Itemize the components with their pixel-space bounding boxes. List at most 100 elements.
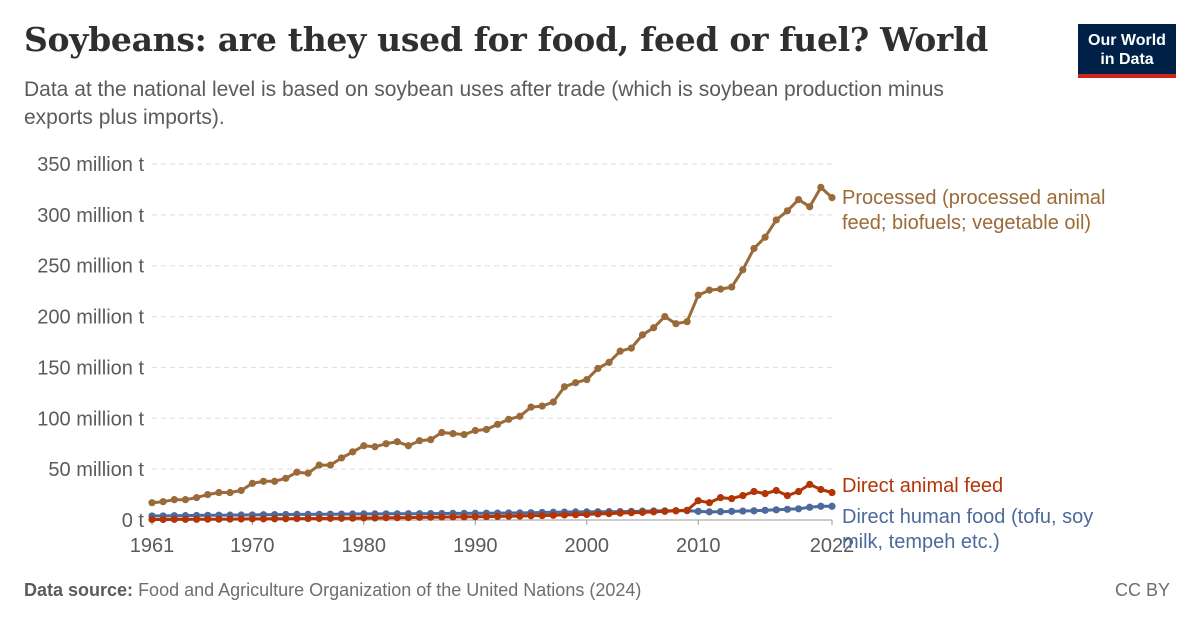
data-point	[806, 203, 814, 211]
data-point	[705, 508, 713, 516]
data-point	[616, 347, 624, 355]
data-point	[449, 513, 457, 521]
data-point	[471, 426, 479, 435]
data-point	[794, 487, 803, 496]
data-point	[326, 514, 334, 522]
data-point	[650, 324, 658, 332]
data-point	[293, 514, 301, 523]
x-tick-label: 2010	[676, 535, 721, 557]
data-point	[783, 207, 792, 215]
data-point	[560, 383, 569, 391]
data-point	[471, 513, 479, 521]
data-point	[794, 196, 803, 204]
data-point	[482, 425, 491, 434]
series-1	[148, 480, 836, 524]
data-point	[337, 514, 346, 522]
data-point	[661, 312, 669, 321]
data-point	[772, 486, 780, 495]
data-point	[828, 193, 836, 202]
y-tick-label: 50 million t	[48, 459, 144, 481]
license-label[interactable]: CC BY	[1114, 580, 1170, 600]
data-point	[326, 461, 334, 469]
data-point	[705, 286, 713, 294]
data-point	[538, 511, 546, 520]
x-tick-label: 2000	[565, 535, 610, 557]
data-point	[371, 514, 379, 522]
data-point	[761, 489, 769, 498]
data-point	[683, 318, 691, 326]
x-tick-label: 1980	[342, 535, 387, 557]
data-point	[750, 244, 758, 253]
data-point	[672, 320, 680, 328]
data-point	[560, 511, 569, 519]
data-point	[828, 502, 836, 510]
data-point	[237, 515, 245, 523]
data-point	[415, 513, 424, 521]
data-point	[449, 429, 457, 438]
data-point	[527, 403, 535, 411]
data-point	[248, 479, 256, 487]
data-point	[728, 507, 736, 515]
data-point	[806, 503, 814, 511]
data-point	[438, 513, 446, 521]
data-point	[282, 474, 290, 482]
data-point	[493, 420, 502, 428]
data-point	[716, 508, 725, 516]
y-tick-label: 300 million t	[37, 205, 144, 227]
data-point	[627, 344, 635, 352]
y-tick-label: 100 million t	[37, 408, 144, 430]
data-point	[772, 506, 780, 514]
data-point	[783, 491, 792, 500]
data-point	[638, 508, 647, 516]
series-label-1: Direct animal feed	[842, 475, 1003, 497]
data-point	[516, 512, 524, 520]
data-point	[148, 515, 156, 524]
data-point	[650, 508, 658, 516]
owid-logo[interactable]: Our World in Data	[1078, 24, 1176, 78]
data-point	[572, 379, 580, 387]
data-source-label: Data source:	[24, 580, 134, 600]
data-point	[460, 513, 468, 521]
data-point	[794, 505, 803, 513]
data-point	[627, 509, 635, 517]
y-axis-ticks: 0 t 50 million t 100 million t 150 million …	[37, 154, 144, 532]
data-point	[705, 499, 713, 507]
data-point	[248, 515, 256, 523]
data-point	[304, 469, 312, 477]
data-point	[181, 496, 190, 504]
logo-line-2: in Data	[1100, 51, 1154, 68]
series-labels: Processed (processed animal feed; biofuel…	[842, 187, 1105, 553]
data-point	[159, 498, 167, 506]
data-point	[438, 428, 446, 437]
data-point	[728, 495, 736, 503]
data-source: Data source: Food and Agriculture Organi…	[24, 580, 641, 601]
data-point	[360, 514, 368, 522]
data-point	[694, 497, 702, 505]
data-point	[226, 488, 234, 497]
data-point	[527, 512, 535, 520]
page-subtitle: Data at the national level is based on s…	[24, 78, 944, 129]
data-point	[360, 442, 368, 450]
logo-line-1: Our World	[1088, 32, 1166, 49]
data-point	[538, 402, 546, 410]
data-point	[482, 513, 491, 521]
data-point	[349, 514, 357, 522]
series-line	[151, 185, 834, 505]
data-point	[683, 506, 691, 514]
series-0	[148, 183, 836, 507]
data-point	[828, 488, 836, 497]
y-tick-label: 350 million t	[37, 154, 144, 176]
data-source-text[interactable]: Food and Agriculture Organization of the…	[138, 580, 642, 600]
data-point	[694, 291, 702, 299]
data-point	[806, 480, 814, 488]
data-point	[337, 454, 346, 462]
series-label-0: feed; biofuels; vegetable oil)	[842, 212, 1091, 234]
data-point	[716, 285, 725, 293]
data-point	[583, 376, 591, 384]
data-point	[594, 364, 602, 373]
data-point	[783, 505, 792, 513]
x-tick-label: 1970	[230, 535, 275, 557]
data-point	[159, 515, 167, 524]
x-tick-label: 1990	[453, 535, 498, 557]
